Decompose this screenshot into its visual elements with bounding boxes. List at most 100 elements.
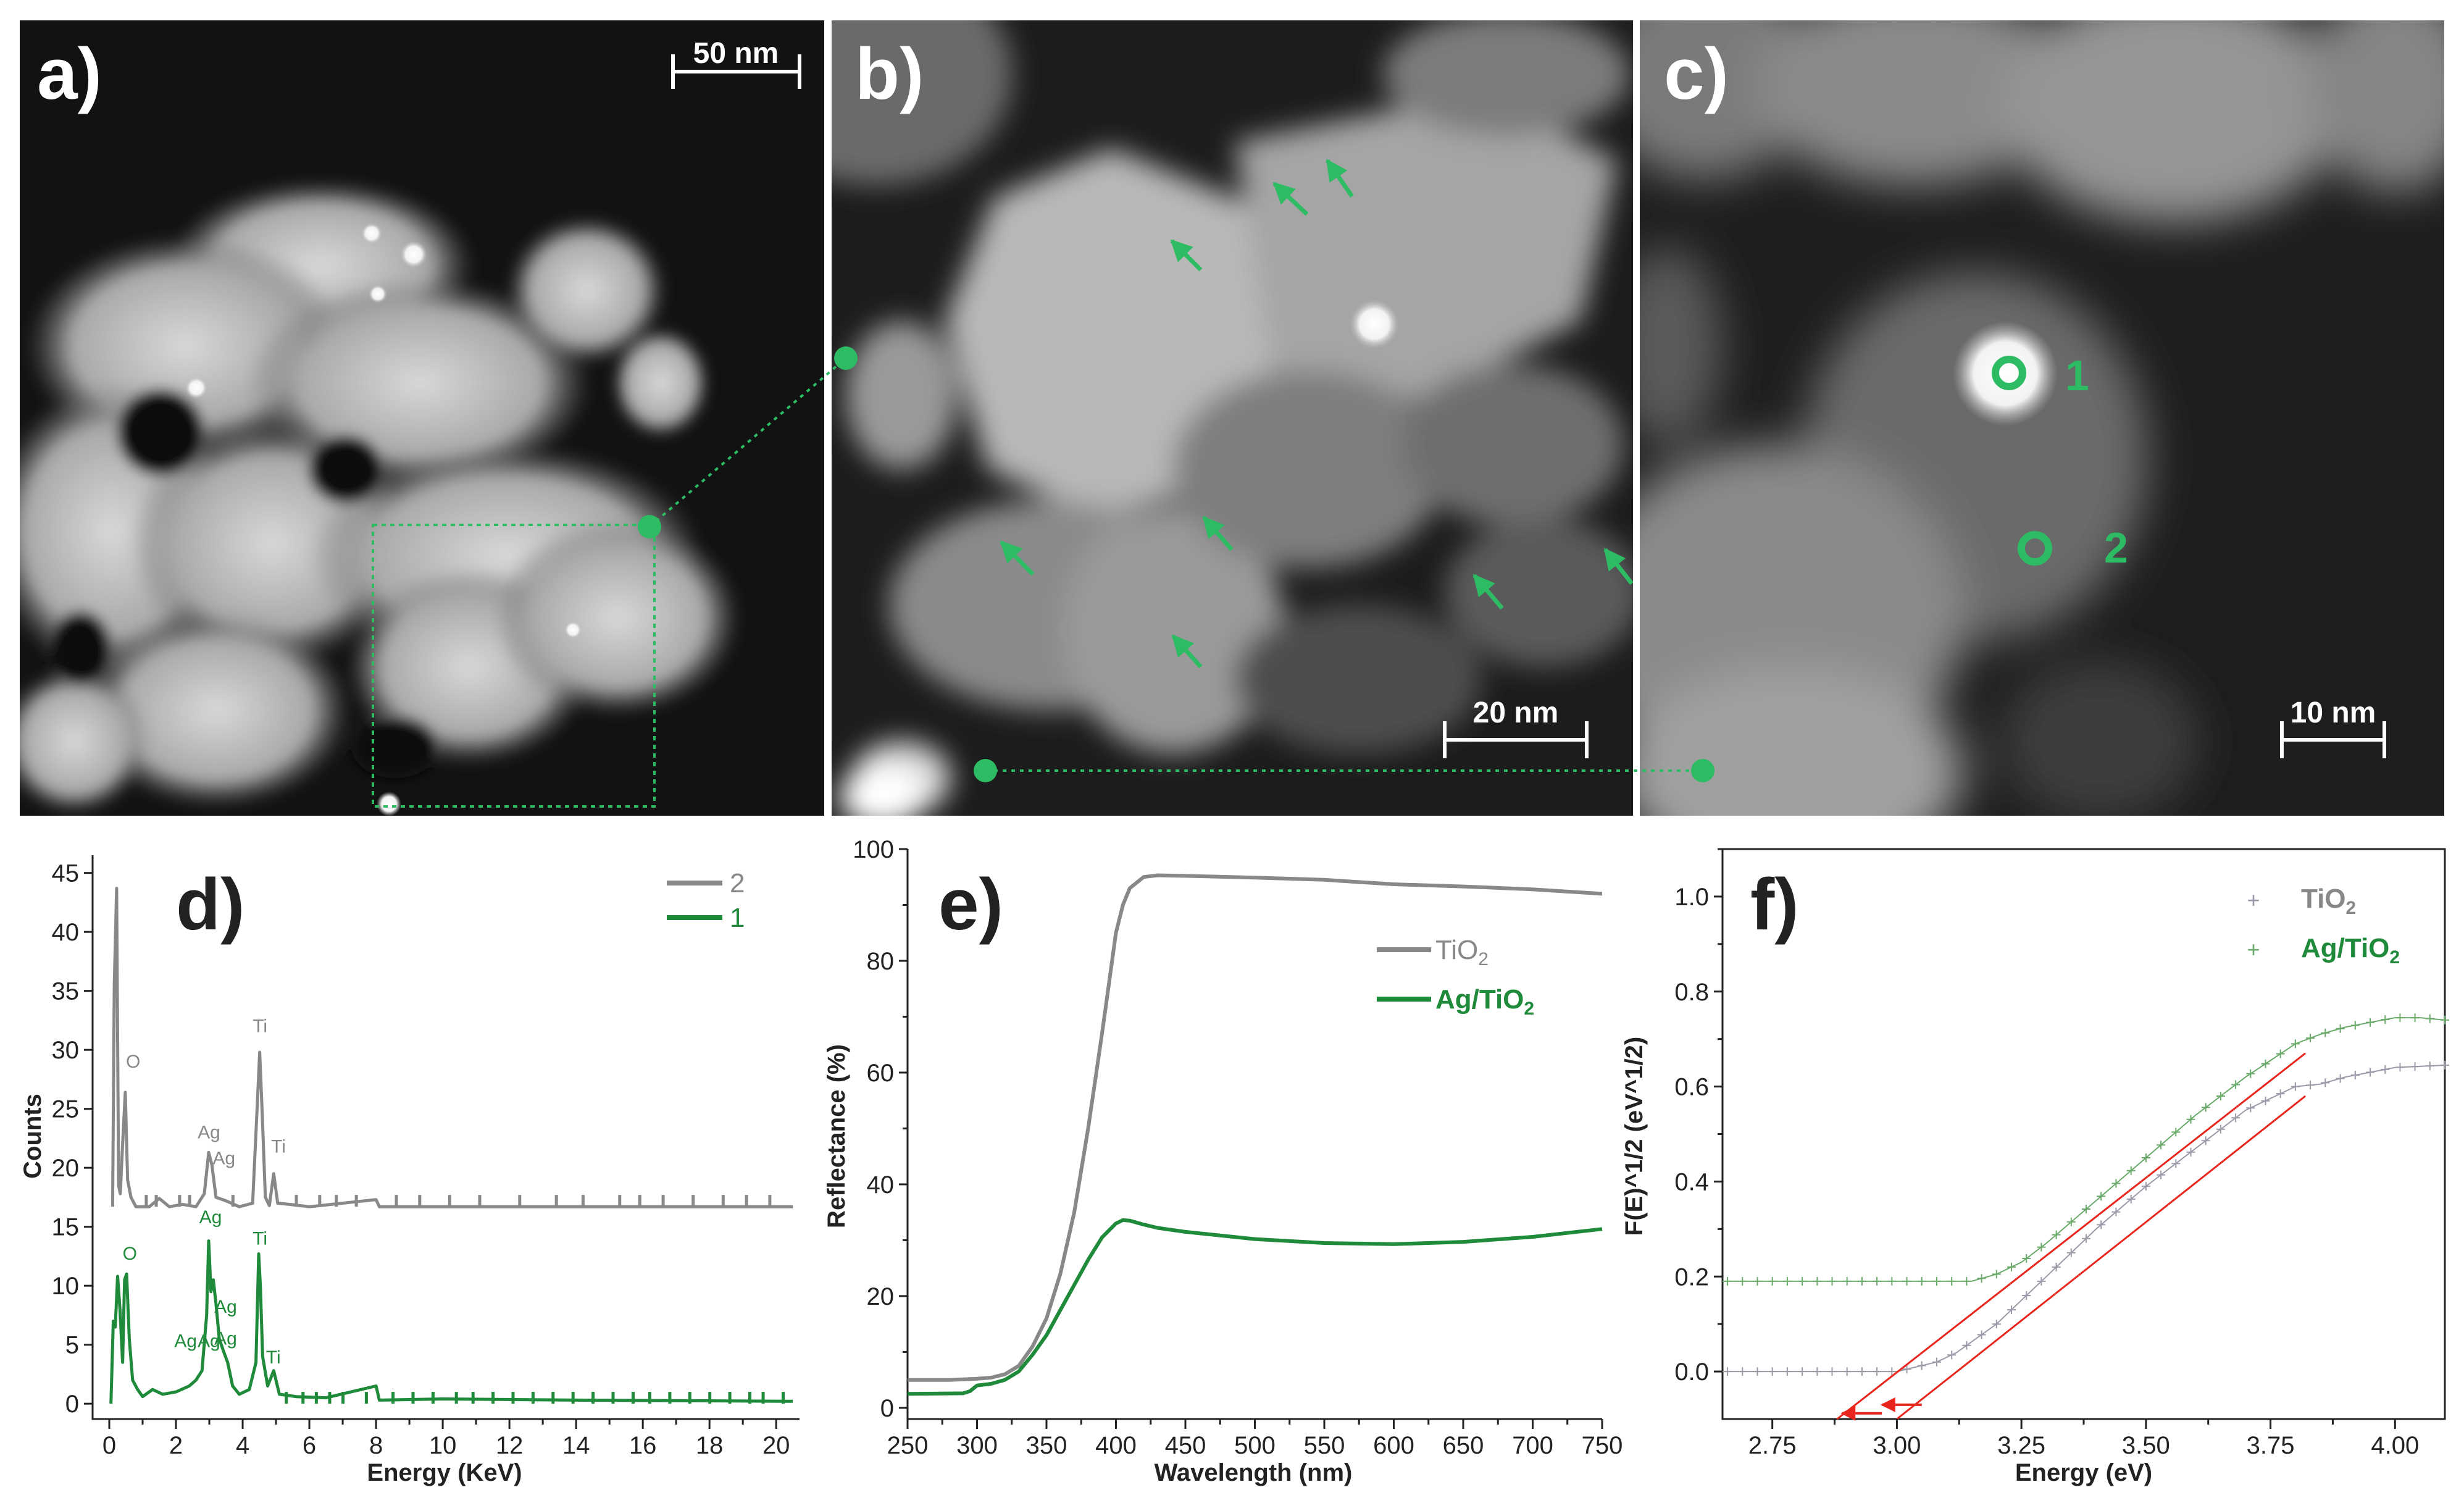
- peak-label-ti: Ti: [266, 1347, 281, 1368]
- chart-e-title: e): [938, 864, 1003, 945]
- legend-e-label-agtio2: Ag/TiO2: [1435, 984, 1534, 1019]
- km-point-agtio2: [2291, 1039, 2300, 1049]
- x-tick-label: 6: [303, 1432, 316, 1459]
- chart-f: 2.75 3.00 3.25 3.50 3.75 4.00 0.0 0.2 0.4 0.6 0.8 1…: [1621, 848, 2449, 1486]
- eds-noise-spike-2: [395, 1195, 398, 1207]
- x-tick-label: 12: [496, 1432, 524, 1459]
- y-tick-label: 100: [853, 836, 894, 863]
- km-point-agtio2: [2306, 1034, 2315, 1043]
- km-point-agtio2: [2037, 1242, 2046, 1252]
- x-tick-label: 4.00: [2371, 1432, 2419, 1459]
- km-point-tio2: [2350, 1071, 2360, 1080]
- km-point-tio2: [2082, 1234, 2090, 1243]
- y-tick-label: 40: [52, 919, 80, 946]
- eds-noise-spike-1: [314, 1392, 318, 1404]
- km-point-agtio2: [1813, 1276, 1822, 1286]
- chart-e-xlabel: Wavelength (nm): [1155, 1459, 1353, 1486]
- peak-label-ag: Ag: [214, 1297, 237, 1317]
- y-tick-label: 80: [867, 948, 895, 975]
- km-point-tio2: [2052, 1262, 2061, 1271]
- km-point-tio2: [1932, 1357, 1941, 1367]
- eds-noise-spike-1: [471, 1392, 475, 1404]
- km-point-tio2: [2066, 1248, 2076, 1257]
- peak-label-ag: Ag: [212, 1148, 235, 1168]
- x-tick-label: 650: [1443, 1432, 1484, 1459]
- x-tick-label: 700: [1512, 1432, 1553, 1459]
- y-tick-label: 10: [52, 1273, 80, 1300]
- micrograph-b: b) 20 nm: [832, 20, 1633, 816]
- tauc-fit-line-2: [1896, 1095, 2306, 1420]
- y-tick-label: 60: [867, 1060, 895, 1087]
- km-point-tio2: [2231, 1113, 2241, 1123]
- x-tick-label: 16: [629, 1432, 657, 1459]
- chart-f-ticks: 2.75 3.00 3.25 3.50 3.75 4.00 0.0 0.2 0.4 0.6 0.8 1…: [1674, 848, 2419, 1459]
- x-tick-label: 500: [1234, 1432, 1276, 1459]
- y-tick-label: 0.4: [1674, 1168, 1709, 1195]
- chart-d-title: d): [176, 864, 244, 945]
- km-point-tio2: [2395, 1063, 2405, 1072]
- panel-label-c: c): [1664, 33, 1729, 115]
- eds-noise-spike-2: [294, 1195, 298, 1207]
- micrograph-c: c) 1 2 10 nm: [1640, 20, 2444, 816]
- eds-noise-spike-2: [188, 1195, 191, 1207]
- x-tick-label: 450: [1165, 1432, 1206, 1459]
- eds-noise-spike-1: [551, 1392, 555, 1404]
- km-point-tio2: [2171, 1159, 2181, 1168]
- analysis-point-1: 1: [1992, 351, 2089, 400]
- km-point-agtio2: [1932, 1276, 1941, 1286]
- chart-e-axes: [906, 849, 1602, 1420]
- y-tick-label: 25: [52, 1096, 80, 1123]
- x-tick-label: 18: [696, 1432, 724, 1459]
- reflectance-line-agtio2: [907, 1218, 1603, 1396]
- km-point-tio2: [2246, 1103, 2255, 1113]
- km-point-tio2: [2186, 1147, 2195, 1157]
- km-point-agtio2: [2231, 1080, 2241, 1089]
- km-point-agtio2: [2082, 1205, 2090, 1213]
- y-tick-label: 45: [52, 860, 80, 887]
- eds-noise-spike-1: [531, 1392, 535, 1404]
- eds-noise-spike-1: [761, 1392, 765, 1404]
- km-point-agtio2: [2321, 1028, 2330, 1037]
- km-point-tio2: [2276, 1089, 2285, 1099]
- peak-label-o: O: [123, 1244, 137, 1264]
- x-tick-label: 3.25: [1997, 1432, 2045, 1459]
- eds-noise-spike-2: [554, 1195, 558, 1207]
- eds-noise-spike-1: [411, 1392, 415, 1404]
- chart-d-ylabel: Counts: [19, 1094, 46, 1179]
- eds-noise-spike-2: [518, 1195, 522, 1207]
- chart-f-xlabel: Energy (eV): [2015, 1459, 2152, 1486]
- eds-noise-spike-1: [708, 1392, 712, 1404]
- km-point-agtio2: [2410, 1013, 2420, 1023]
- eds-spectrum-2: [111, 887, 793, 1208]
- x-tick-label: 2: [169, 1432, 183, 1459]
- eds-noise-spike-1: [632, 1392, 635, 1404]
- legend-e-label-tio2: TiO2: [1435, 935, 1489, 969]
- km-point-agtio2: [2052, 1230, 2061, 1239]
- km-point-agtio2: [2441, 1015, 2449, 1024]
- scalebar-b: 20 nm: [1443, 697, 1589, 758]
- km-point-tio2: [1782, 1367, 1792, 1376]
- eds-noise-spike-2: [661, 1195, 665, 1207]
- km-point-tio2: [1753, 1367, 1762, 1376]
- y-tick-label: 30: [52, 1037, 80, 1064]
- km-point-tio2: [2441, 1061, 2449, 1070]
- km-point-agtio2: [2246, 1069, 2255, 1078]
- particles-c: [1640, 20, 2444, 816]
- peak-label-ag: Ag: [198, 1122, 220, 1142]
- km-point-tio2: [1768, 1367, 1777, 1376]
- eds-noise-spike-2: [418, 1195, 422, 1207]
- x-tick-label: 400: [1095, 1432, 1137, 1459]
- km-point-tio2: [1992, 1320, 2001, 1329]
- x-tick-label: 600: [1373, 1432, 1414, 1459]
- x-tick-label: 3.75: [2247, 1432, 2295, 1459]
- km-point-tio2: [1827, 1367, 1837, 1376]
- eds-noise-spike-2: [231, 1195, 235, 1207]
- x-tick-label: 3.50: [2122, 1432, 2170, 1459]
- bright-particle-b: [1350, 299, 1399, 349]
- chart-d-xlabel: Energy (KeV): [367, 1459, 522, 1486]
- km-point-agtio2: [2276, 1049, 2285, 1058]
- km-point-agtio2: [1917, 1276, 1926, 1286]
